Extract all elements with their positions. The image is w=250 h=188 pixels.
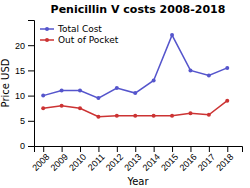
x-tick-label: 2018 — [214, 152, 235, 173]
x-tick-mark — [80, 146, 81, 152]
x-axis: 2008200920102011201220132014201520162017… — [30, 146, 242, 173]
series-point — [60, 89, 64, 93]
series-point — [188, 68, 192, 72]
y-tick: 20 — [15, 41, 34, 51]
legend-item: Out of Pocket — [40, 35, 119, 45]
x-tick: 2013 — [122, 146, 143, 173]
y-tick-label: 15 — [15, 66, 25, 76]
series-point — [41, 106, 45, 110]
series-point — [170, 33, 174, 37]
chart: 2008200920102011201220132014201520162017… — [0, 0, 250, 188]
y-tick-label: 10 — [15, 91, 25, 101]
x-tick: 2010 — [67, 146, 88, 173]
series-point — [225, 66, 229, 70]
x-tick-mark — [135, 146, 136, 152]
x-tick-label: 2017 — [196, 152, 217, 173]
series-point — [78, 106, 82, 110]
x-tick-label: 2015 — [159, 152, 180, 173]
y-tick-label: 5 — [20, 116, 25, 126]
x-tick-mark — [172, 146, 173, 152]
y-tick: 10 — [15, 91, 34, 101]
x-tick-label: 2010 — [67, 152, 88, 173]
marks — [41, 33, 229, 119]
x-tick: 2011 — [86, 146, 107, 173]
x-tick-mark — [43, 146, 44, 152]
legend-label: Total Cost — [57, 24, 102, 34]
x-tick-label: 2009 — [49, 152, 70, 173]
x-tick: 2018 — [214, 146, 235, 173]
series-point — [78, 89, 82, 93]
legend: Total CostOut of Pocket — [40, 24, 119, 45]
x-tick-mark — [190, 146, 191, 152]
series-point — [207, 73, 211, 77]
x-tick-mark — [62, 146, 63, 152]
plot-area: 2008200920102011201220132014201520162017… — [15, 21, 243, 174]
y-tick-label: 20 — [15, 41, 25, 51]
series-point — [96, 115, 100, 119]
series-point — [133, 91, 137, 95]
x-tick-mark — [117, 146, 118, 152]
title: Penicillin V costs 2008-2018 — [51, 3, 226, 16]
x-axis-title: Year — [126, 176, 149, 187]
y-tick-mark — [28, 96, 34, 97]
x-tick-label: 2008 — [30, 152, 51, 173]
y-axis-line — [28, 21, 35, 147]
x-tick-label: 2012 — [104, 152, 125, 173]
y-tick-mark — [28, 121, 34, 122]
series-point — [133, 114, 137, 118]
series-line — [43, 101, 227, 117]
series-line — [43, 35, 227, 98]
series-point — [152, 114, 156, 118]
y-tick: 15 — [15, 66, 34, 76]
y-tick-mark — [28, 146, 34, 147]
x-tick-label: 2011 — [86, 152, 107, 173]
y-tick-label: 0 — [20, 141, 25, 151]
x-tick: 2009 — [49, 146, 70, 173]
x-tick: 2012 — [104, 146, 125, 173]
x-tick: 2016 — [178, 146, 199, 173]
y-tick-mark — [28, 45, 34, 46]
series-point — [60, 104, 64, 108]
series-point — [188, 111, 192, 115]
x-tick-mark — [227, 146, 228, 152]
x-tick: 2015 — [159, 146, 180, 173]
legend-marker — [45, 38, 49, 42]
x-tick-label: 2016 — [178, 152, 199, 173]
legend-marker — [45, 27, 49, 31]
y-tick-mark — [28, 70, 34, 71]
x-tick: 2014 — [141, 146, 162, 173]
y-axis-title: Price USD — [0, 58, 11, 107]
x-tick-label: 2014 — [141, 152, 162, 173]
y-axis: 0 5 10 15 20 — [15, 21, 35, 152]
chart-container: 2008200920102011201220132014201520162017… — [0, 0, 250, 188]
legend-label: Out of Pocket — [58, 35, 119, 45]
x-tick-mark — [209, 146, 210, 152]
series-point — [225, 99, 229, 103]
series-point — [152, 78, 156, 82]
y-tick: 5 — [20, 116, 34, 126]
x-tick-mark — [98, 146, 99, 152]
x-tick-label: 2013 — [122, 152, 143, 173]
series-point — [170, 114, 174, 118]
x-tick-mark — [154, 146, 155, 152]
y-tick: 0 — [20, 141, 34, 151]
x-axis-line — [35, 147, 243, 153]
series-point — [41, 94, 45, 98]
series-point — [96, 96, 100, 100]
series-point — [115, 86, 119, 90]
series-point — [115, 114, 119, 118]
x-tick: 2017 — [196, 146, 217, 173]
series-point — [207, 113, 211, 117]
legend-item: Total Cost — [40, 24, 102, 34]
x-tick: 2008 — [30, 146, 51, 173]
